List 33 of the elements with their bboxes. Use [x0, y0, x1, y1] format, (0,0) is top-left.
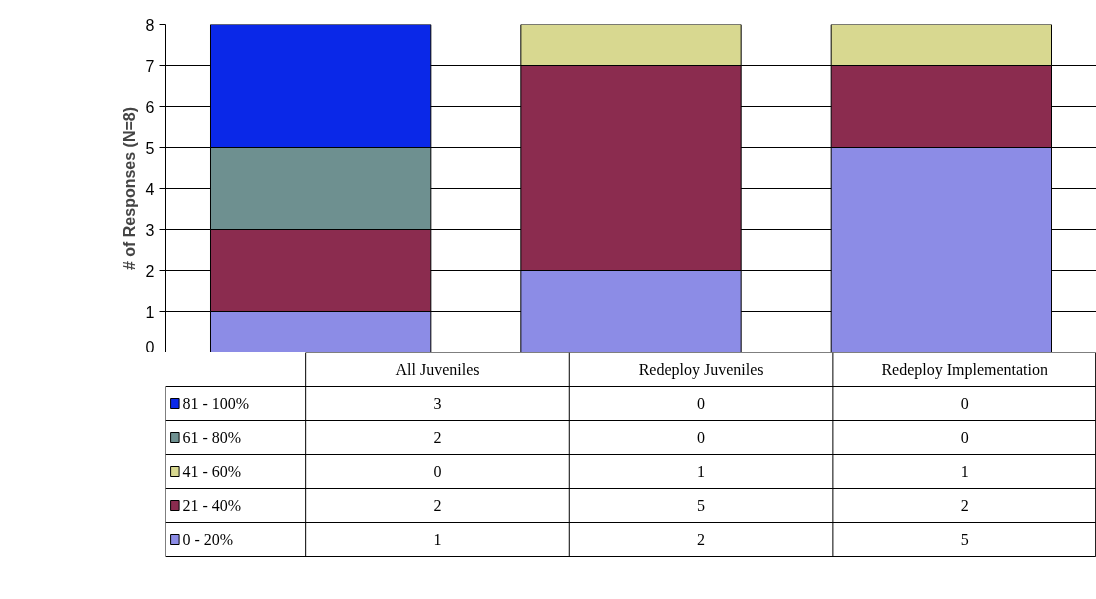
x-tick-label: Redeploy Juveniles	[638, 361, 764, 379]
legend-label: 41 - 60%	[182, 463, 242, 480]
data-label: 0	[697, 395, 706, 412]
data-label: 5	[960, 531, 969, 548]
x-tick-label: Redeploy Implementation	[881, 361, 1049, 379]
y-tick-label: 5	[145, 139, 155, 157]
y-tick-label: 2	[145, 262, 155, 280]
y-axis-title: # of Responses (N=8)	[120, 106, 138, 271]
legend-label: 81 - 100%	[182, 395, 250, 412]
data-label: 1	[697, 463, 706, 480]
y-tick-label: 8	[145, 16, 155, 34]
y-tick-label: 4	[145, 180, 155, 198]
y-tick-label: 1	[145, 303, 155, 321]
data-label: 2	[433, 497, 442, 514]
legend-label: 0 - 20%	[182, 531, 234, 548]
data-label: 3	[433, 395, 442, 412]
legend-label: 21 - 40%	[182, 497, 242, 514]
legend-label: 61 - 80%	[182, 429, 242, 446]
y-tick-label: 3	[145, 221, 155, 239]
data-label: 0	[697, 429, 706, 446]
y-tick-label: 6	[145, 98, 155, 116]
x-tick-label: All Juveniles	[395, 361, 480, 378]
data-label: 2	[433, 429, 442, 446]
y-tick-label: 0	[145, 338, 155, 356]
data-label: 2	[960, 497, 969, 514]
data-label: 0	[433, 463, 442, 480]
data-label: 0	[960, 429, 969, 446]
y-tick-label: 7	[145, 57, 155, 75]
data-label: 1	[960, 463, 969, 480]
data-label: 1	[433, 531, 442, 548]
data-label: 2	[697, 531, 706, 548]
data-label: 5	[697, 497, 706, 514]
data-label: 0	[960, 395, 969, 412]
